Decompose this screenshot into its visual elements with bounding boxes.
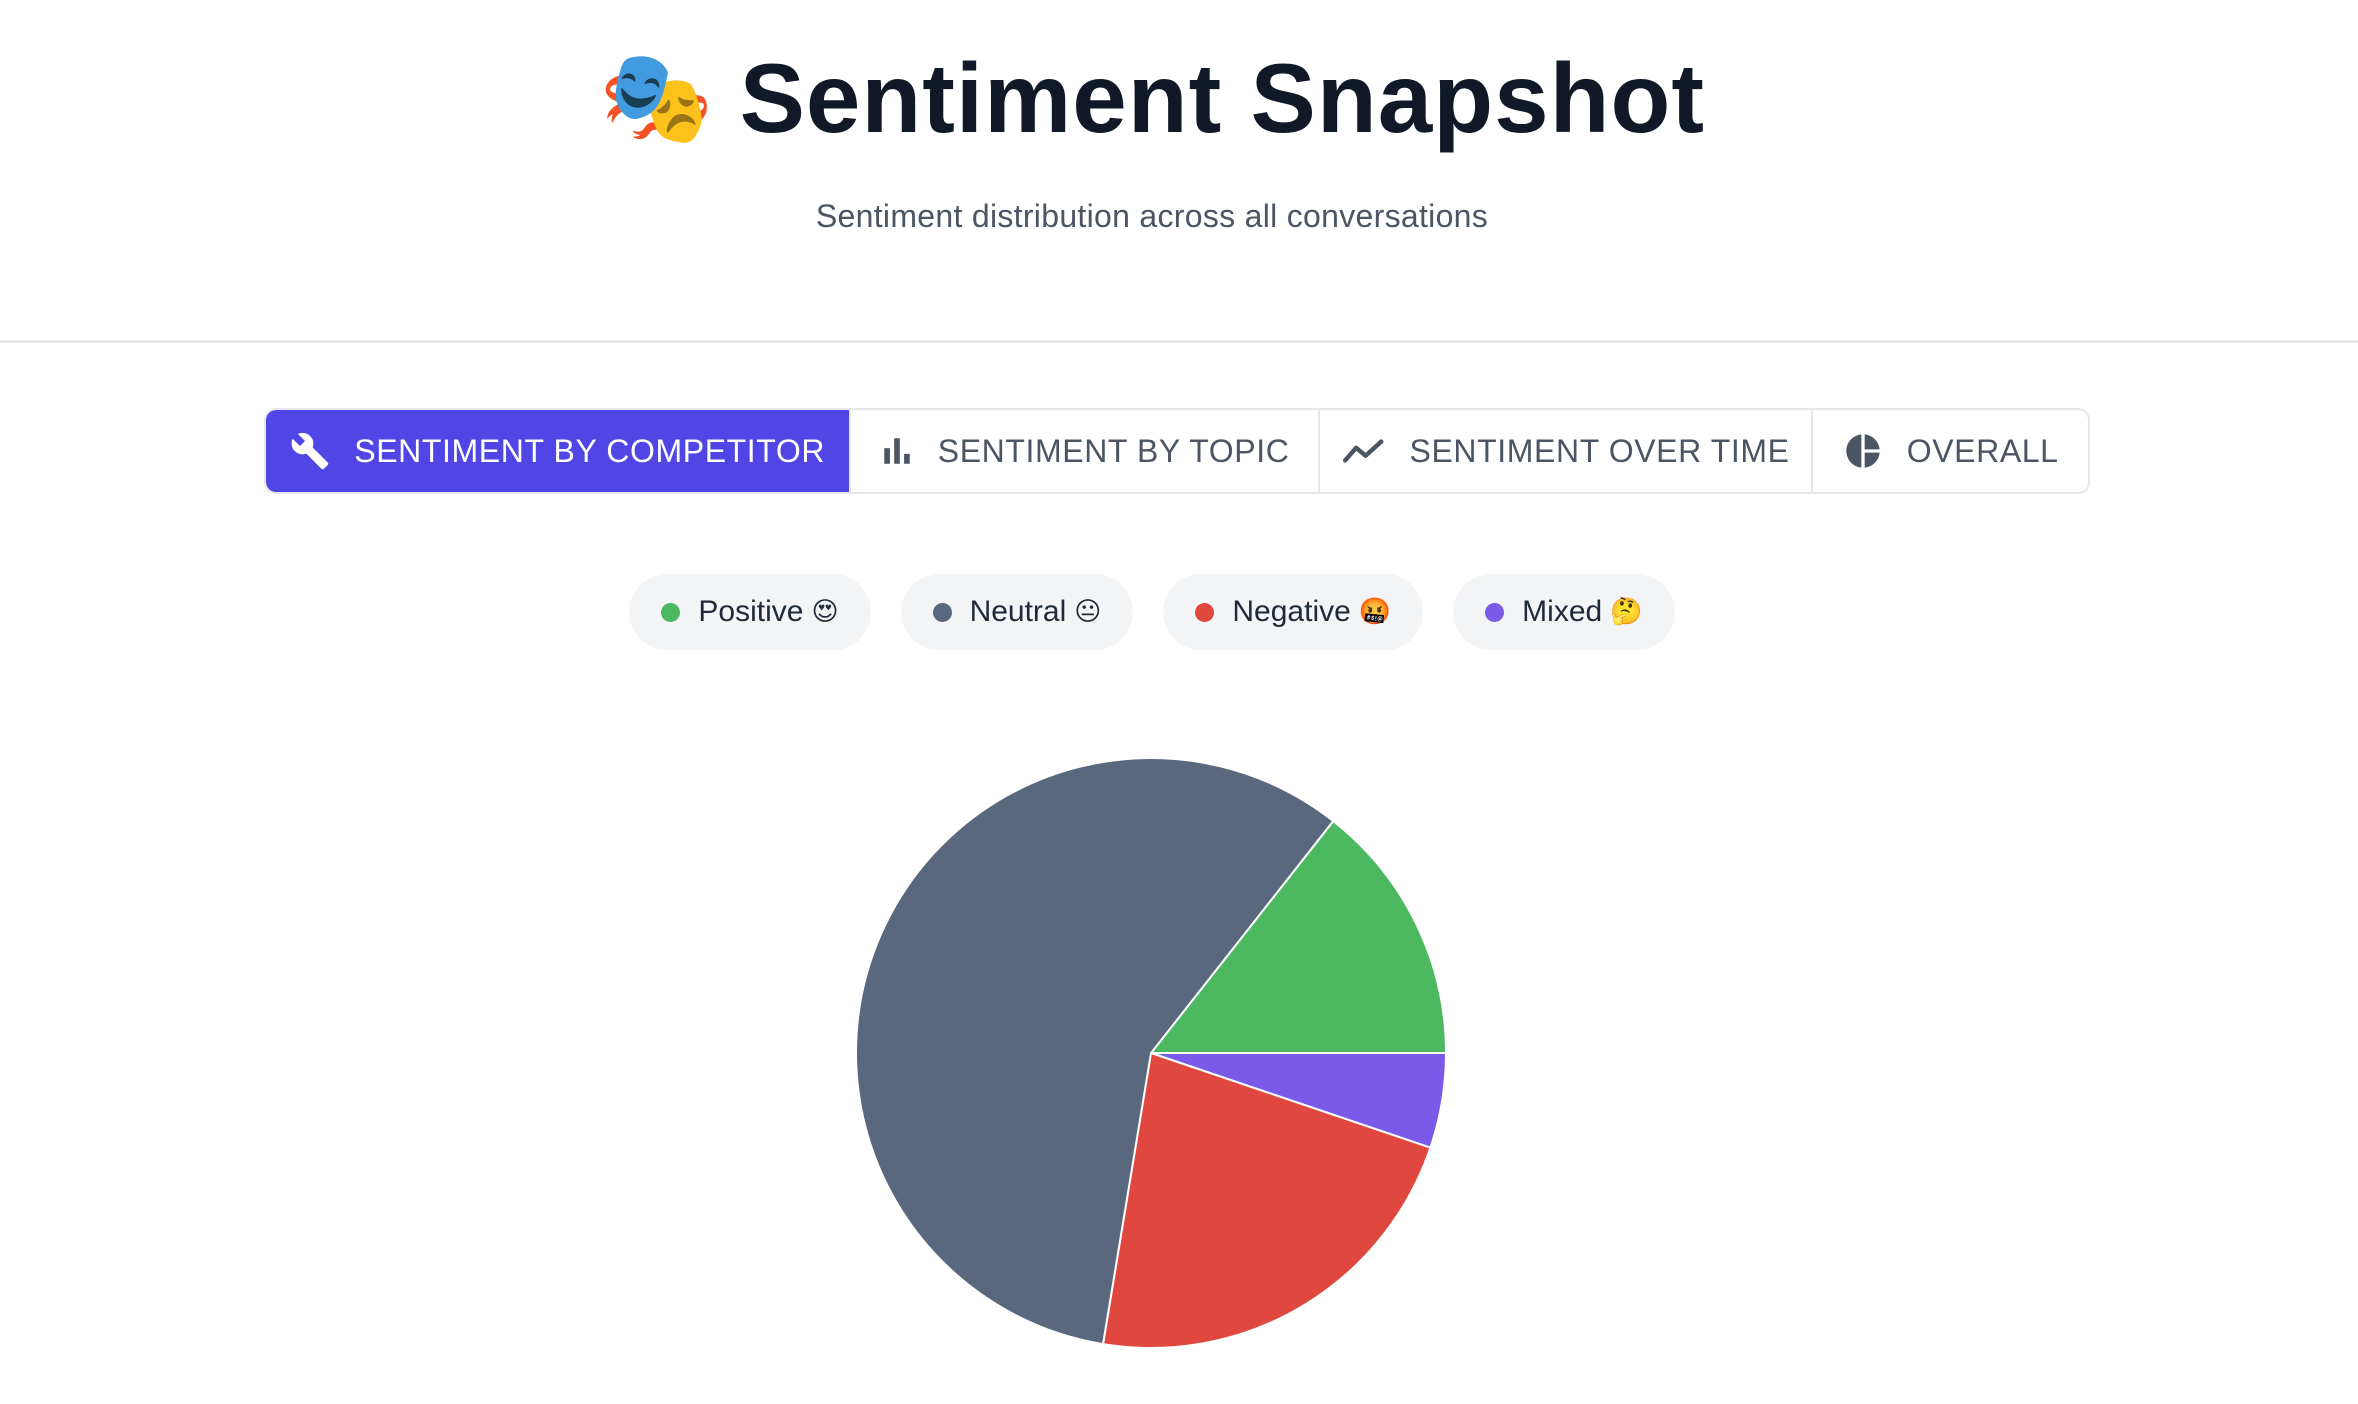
tab-overall[interactable]: OVERALL [1813, 410, 2088, 492]
bar-chart-icon [880, 434, 914, 468]
tab-label: OVERALL [1906, 432, 2059, 469]
tab-sentiment-over-time[interactable]: SENTIMENT OVER TIME [1320, 410, 1814, 492]
wrench-icon [290, 431, 330, 471]
legend-label: Positive [698, 595, 804, 628]
legend-item-neutral[interactable]: Neutral 😐 [900, 574, 1134, 650]
page-title: Sentiment Snapshot [739, 43, 1705, 153]
tab-label: SENTIMENT BY COMPETITOR [354, 432, 826, 469]
angry-face-emoji-icon: 🤬 [1358, 597, 1392, 627]
neutral-face-emoji-icon: 😐 [1074, 597, 1102, 627]
sentiment-pie-chart [855, 757, 1448, 1349]
pie-slice-negative[interactable] [1101, 1051, 1432, 1349]
pie-chart-icon [1843, 431, 1883, 471]
tab-sentiment-by-topic[interactable]: SENTIMENT BY TOPIC [851, 410, 1320, 492]
tab-label: SENTIMENT BY TOPIC [937, 432, 1290, 469]
legend-label: Mixed [1522, 595, 1603, 628]
title-row: 🎭 Sentiment Snapshot [0, 38, 2304, 158]
legend-item-positive[interactable]: Positive 😍 [629, 574, 871, 650]
tab-sentiment-by-competitor[interactable]: SENTIMENT BY COMPETITOR [266, 410, 852, 492]
legend-label: Negative [1232, 595, 1351, 628]
mixed-dot-icon [1485, 602, 1505, 622]
page-subtitle: Sentiment distribution across all conver… [815, 198, 1489, 234]
neutral-dot-icon [932, 602, 952, 622]
negative-dot-icon [1195, 602, 1215, 622]
sentiment-legend: Positive 😍 Neutral 😐 Negative 🤬 Mixed 🤔 [0, 574, 2304, 650]
view-tabs: SENTIMENT BY COMPETITOR SENTIMENT BY TOP… [264, 408, 2090, 494]
legend-item-negative[interactable]: Negative 🤬 [1163, 574, 1424, 650]
pie-slice-neutral[interactable] [855, 757, 1335, 1346]
heart-eyes-emoji-icon: 😍 [811, 597, 839, 627]
legend-item-mixed[interactable]: Mixed 🤔 [1453, 574, 1675, 650]
pie-slice-positive[interactable] [1148, 819, 1448, 1054]
trend-line-icon [1342, 434, 1386, 468]
tab-label: SENTIMENT OVER TIME [1409, 432, 1790, 469]
positive-dot-icon [661, 602, 681, 622]
theater-masks-icon: 🎭 [599, 44, 714, 151]
thinking-face-emoji-icon: 🤔 [1610, 597, 1643, 627]
legend-label: Neutral [969, 595, 1067, 628]
page-header: 🎭 Sentiment Snapshot Sentiment distribut… [0, 0, 2358, 343]
